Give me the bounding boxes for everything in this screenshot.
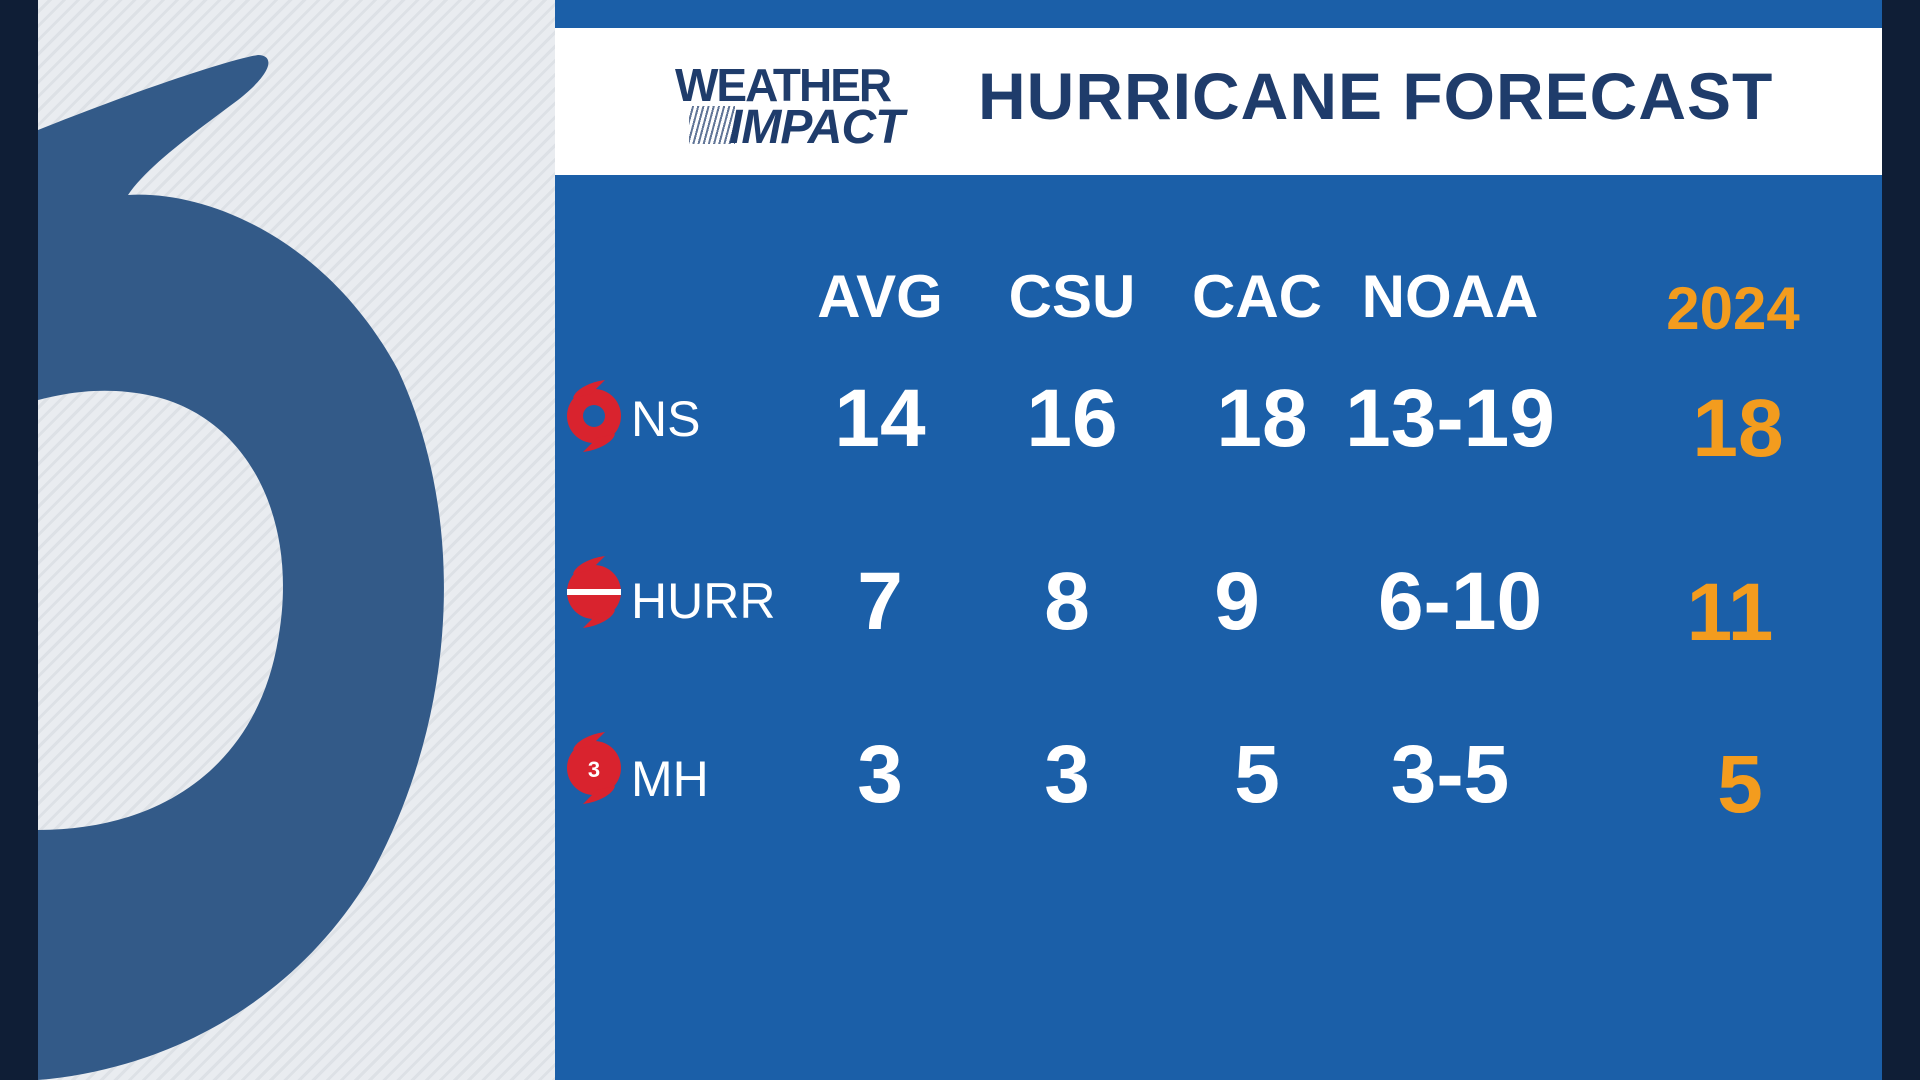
brand-weather-text: WEATHER	[675, 59, 892, 111]
cell-mh-cac: 5	[1234, 729, 1280, 820]
cell-hurr-2024: 11	[1686, 567, 1774, 658]
right-frame-bar	[1882, 0, 1920, 1080]
major-hurricane-category: 3	[588, 757, 600, 782]
cell-mh-avg: 3	[857, 729, 903, 820]
weather-impact-logo: WEATHER IMPACT	[675, 58, 975, 154]
hurricane-icon	[567, 556, 621, 628]
cell-hurr-csu: 8	[1044, 556, 1090, 647]
column-header-csu: CSU	[1008, 263, 1136, 330]
column-header-avg: AVG	[817, 263, 943, 330]
row-label-ns: NS	[631, 391, 701, 447]
forecast-panel: WEATHER IMPACT HURRICANE FORECAST AVG CS…	[555, 0, 1882, 1080]
storm-icon	[567, 380, 621, 452]
header-bar: WEATHER IMPACT HURRICANE FORECAST	[555, 28, 1882, 175]
brand-stripes-decoration	[689, 106, 735, 144]
cell-mh-2024: 5	[1717, 739, 1763, 830]
column-header-cac: CAC	[1192, 263, 1322, 330]
cell-ns-noaa: 13-19	[1345, 373, 1555, 464]
cell-hurr-noaa: 6-10	[1377, 556, 1543, 647]
brand-impact-text: IMPACT	[729, 101, 904, 154]
cell-ns-cac: 18	[1216, 373, 1308, 464]
cell-mh-noaa: 3-5	[1390, 729, 1510, 820]
top-strip	[555, 0, 1882, 28]
cell-mh-csu: 3	[1044, 729, 1090, 820]
cell-ns-avg: 14	[834, 373, 926, 464]
major-hurricane-icon: 3	[567, 732, 621, 804]
row-label-hurr: HURR	[631, 573, 776, 629]
column-header-noaa: NOAA	[1361, 263, 1539, 330]
page-title: HURRICANE FORECAST	[978, 59, 1774, 133]
row-label-mh: MH	[631, 751, 709, 807]
left-frame-bar	[0, 0, 38, 1080]
cell-hurr-cac: 9	[1214, 556, 1260, 647]
cell-ns-2024: 18	[1692, 383, 1784, 474]
cell-ns-csu: 16	[1026, 373, 1118, 464]
station-logo-icon	[38, 55, 444, 1080]
cell-hurr-avg: 7	[857, 556, 903, 647]
column-header-2024: 2024	[1666, 275, 1800, 342]
